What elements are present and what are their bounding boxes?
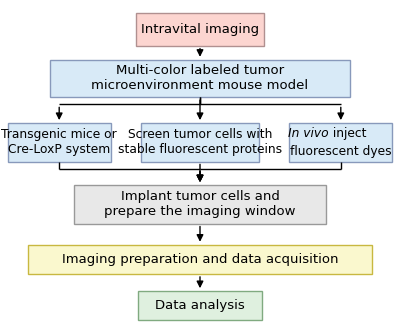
Text: inject: inject	[329, 127, 366, 140]
Text: Intravital imaging: Intravital imaging	[141, 23, 259, 36]
Text: Implant tumor cells and
prepare the imaging window: Implant tumor cells and prepare the imag…	[104, 190, 296, 218]
Text: fluorescent dyes: fluorescent dyes	[290, 145, 392, 158]
FancyBboxPatch shape	[289, 123, 392, 162]
FancyBboxPatch shape	[50, 60, 350, 97]
Text: Transgenic mice or
Cre-LoxP system: Transgenic mice or Cre-LoxP system	[1, 128, 117, 156]
Text: Data analysis: Data analysis	[155, 299, 245, 312]
Text: Multi-color labeled tumor
microenvironment mouse model: Multi-color labeled tumor microenvironme…	[92, 64, 308, 93]
FancyBboxPatch shape	[28, 245, 372, 274]
FancyBboxPatch shape	[141, 123, 259, 162]
Text: In vivo: In vivo	[288, 127, 329, 140]
Text: Screen tumor cells with
stable fluorescent proteins: Screen tumor cells with stable fluoresce…	[118, 128, 282, 156]
FancyBboxPatch shape	[8, 123, 111, 162]
Text: Imaging preparation and data acquisition: Imaging preparation and data acquisition	[62, 253, 338, 266]
FancyBboxPatch shape	[74, 185, 326, 224]
FancyBboxPatch shape	[136, 13, 264, 46]
FancyBboxPatch shape	[138, 291, 262, 320]
